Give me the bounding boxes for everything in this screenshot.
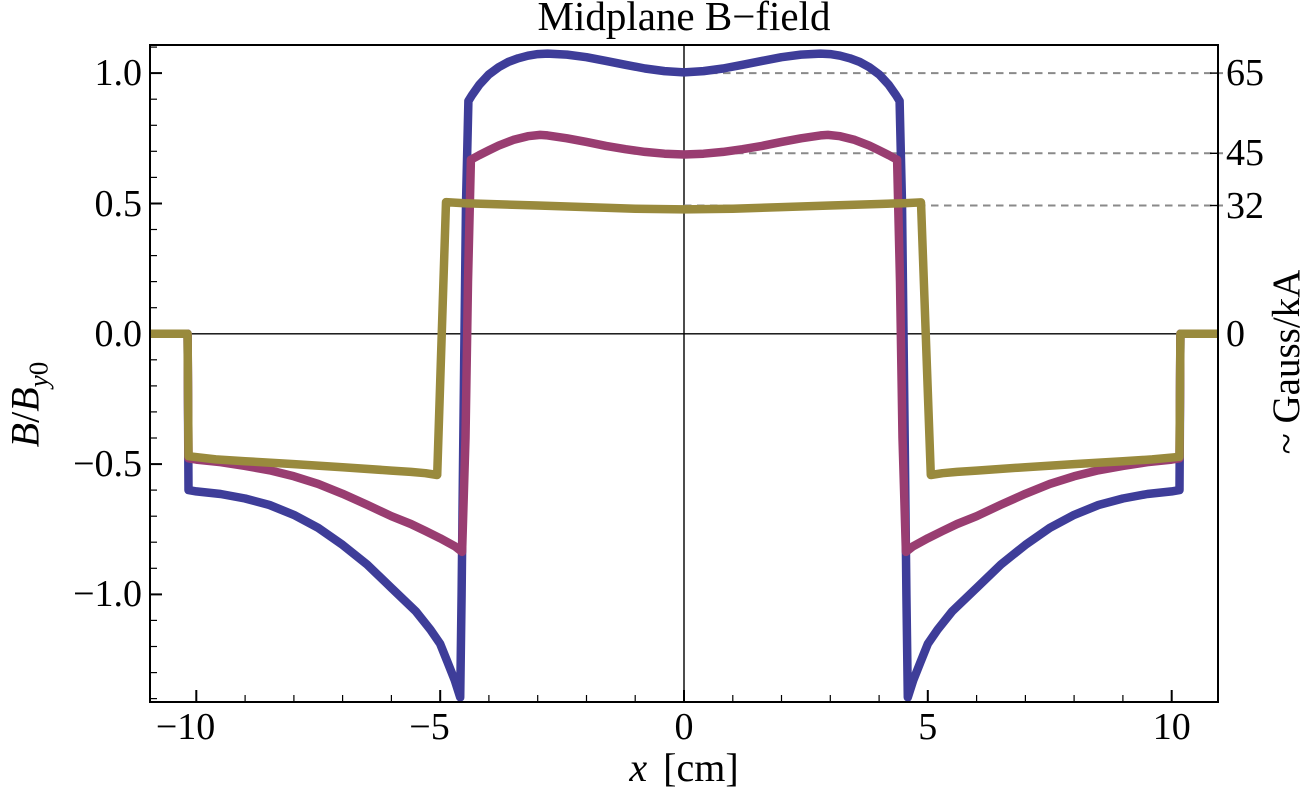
y-tick-label: 1.0	[94, 52, 143, 95]
curve-series-magenta-45GausskA	[150, 130, 1218, 557]
right-axis-value-label: 32	[1226, 184, 1264, 227]
x-tick-label: −10	[155, 706, 216, 748]
x-axis-label-unit: [cm]	[663, 745, 739, 790]
x-axis-label: x [cm]	[629, 746, 738, 790]
y-tick-label: 0.0	[94, 312, 143, 355]
y-tick-label: −0.5	[73, 443, 142, 486]
x-tick-label: 5	[918, 706, 938, 748]
right-axis-value-label: 65	[1226, 52, 1264, 95]
plot-title: Midplane B−field	[537, 0, 831, 39]
y-axis-label-right: ~ Gauss/kA	[1265, 269, 1308, 455]
x-tick-label: 0	[674, 706, 694, 748]
right-axis-value-label: 0	[1226, 312, 1245, 355]
y-tick-label: −1.0	[73, 573, 142, 616]
x-tick-label: 10	[1152, 706, 1191, 748]
right-axis-value-label: 45	[1226, 132, 1264, 175]
curve-series-yellow-32GausskA	[150, 197, 1218, 480]
plot-frame	[149, 44, 1219, 703]
x-axis-label-variable: x	[629, 745, 648, 790]
y-tick-label: 0.5	[94, 182, 143, 225]
curve-series-blue-65GausskA	[150, 49, 1218, 702]
x-tick-label: −5	[409, 706, 450, 748]
y-axis-label-left: B/By0	[2, 361, 54, 448]
